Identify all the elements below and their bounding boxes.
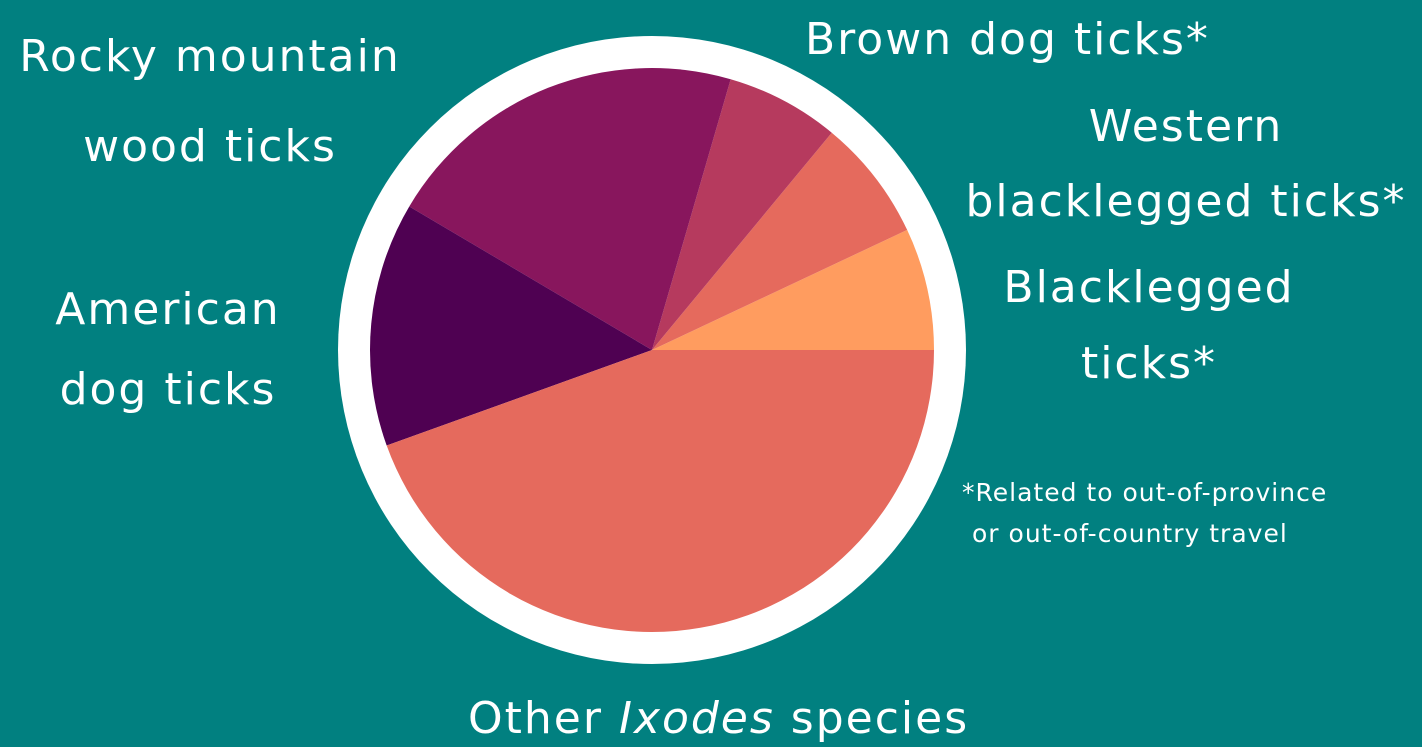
label-blacklegged-ticks: Blacklegged ticks* [996,266,1302,386]
pie-slice-6 [386,350,934,633]
travel-footnote: *Related to out-of-province or out-of-co… [962,480,1327,546]
label-other-ixodes-species: Other Ixodes species [468,697,969,741]
footnote-line1: *Related to out-of-province [962,478,1328,507]
label-western-line1: Western [1088,101,1284,152]
pie-slices [369,68,934,633]
label-other-suffix: species [790,693,970,744]
label-brown-text: Brown dog ticks* [805,14,1210,65]
label-blacklegged-line2: ticks* [1080,338,1218,389]
label-other-genus: Ixodes [618,693,775,744]
pie-slice-1 [652,229,934,350]
label-american-dog-ticks: American dog ticks [50,288,286,412]
pie-slice-4 [409,68,731,351]
label-other-prefix: Other [468,693,603,744]
label-rocky-mountain-wood-ticks: Rocky mountain wood ticks [10,35,410,169]
label-rocky-line1: Rocky mountain [19,31,401,82]
label-western-line2: blacklegged ticks* [965,176,1407,227]
label-rocky-line2: wood ticks [83,121,337,172]
pie-slice-3 [652,79,832,350]
label-blacklegged-line1: Blacklegged [1003,262,1295,313]
label-american-line2: dog ticks [59,364,277,415]
label-brown-dog-ticks: Brown dog ticks* [805,18,1210,62]
label-american-line1: American [55,284,281,335]
pie-slice-2 [652,132,908,350]
label-western-blacklegged-ticks: Western blacklegged ticks* [950,105,1422,224]
footnote-line2: or out-of-country travel [972,519,1288,548]
pie-slice-5 [369,206,652,446]
